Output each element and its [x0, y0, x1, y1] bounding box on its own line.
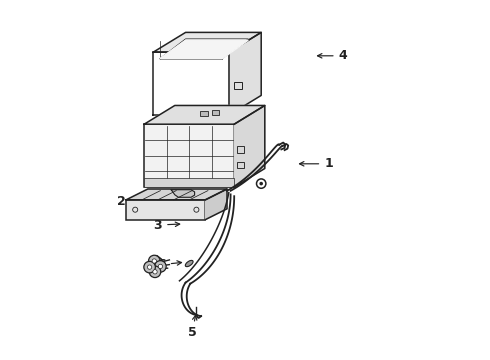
Bar	[237, 146, 244, 153]
Text: 2: 2	[118, 195, 153, 208]
Circle shape	[148, 255, 160, 267]
Bar	[200, 111, 208, 116]
Polygon shape	[205, 189, 227, 220]
Circle shape	[259, 182, 263, 185]
Bar	[234, 82, 242, 89]
Text: 1: 1	[299, 157, 333, 170]
Bar	[144, 124, 234, 187]
Circle shape	[153, 270, 157, 274]
Polygon shape	[229, 32, 261, 115]
Bar	[237, 162, 244, 168]
Circle shape	[158, 264, 163, 269]
Text: 3: 3	[153, 219, 180, 231]
Bar	[126, 200, 205, 220]
Text: 4: 4	[318, 49, 347, 62]
Polygon shape	[160, 40, 248, 59]
Ellipse shape	[185, 260, 193, 267]
Text: 6: 6	[157, 258, 181, 271]
Circle shape	[144, 261, 155, 273]
Polygon shape	[144, 105, 265, 124]
Polygon shape	[153, 32, 261, 52]
Bar	[212, 110, 220, 115]
Bar	[144, 178, 234, 187]
Circle shape	[152, 259, 156, 263]
Polygon shape	[171, 190, 195, 197]
Circle shape	[149, 266, 161, 278]
Circle shape	[155, 261, 166, 272]
Polygon shape	[234, 105, 265, 187]
Circle shape	[147, 265, 152, 269]
Polygon shape	[126, 189, 227, 200]
Text: 5: 5	[188, 315, 197, 339]
